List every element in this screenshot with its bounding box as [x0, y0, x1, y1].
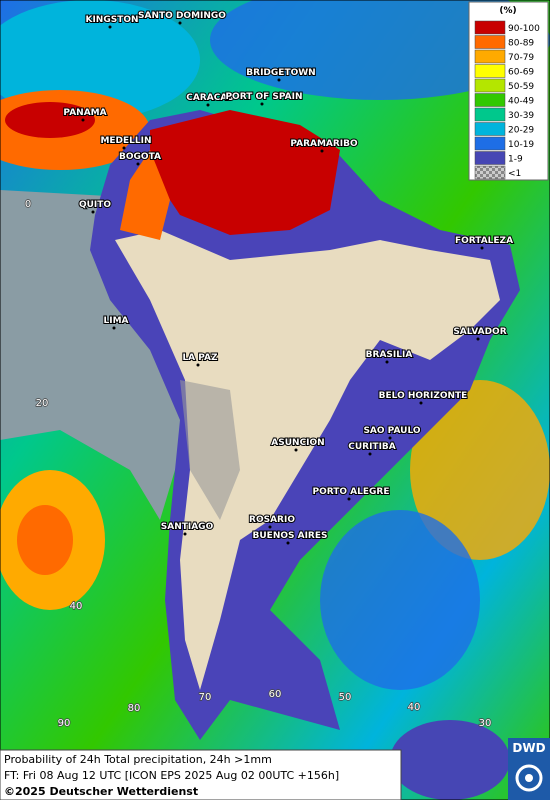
legend-label: 10-19 [508, 140, 534, 150]
city-label: PANAMA [63, 108, 106, 118]
city-dot [260, 102, 264, 106]
legend-swatch [474, 35, 506, 49]
caption-line: FT: Fri 08 Aug 12 UTC [ICON EPS 2025 Aug… [4, 769, 339, 782]
legend-swatch [474, 107, 506, 122]
grid-label: 60 [269, 689, 282, 700]
caption-line: ©2025 Deutscher Wetterdienst [4, 785, 198, 798]
city-dot [347, 497, 351, 501]
city-dot [385, 360, 389, 364]
city-dot [320, 149, 324, 153]
city-label: PORTO ALEGRE [312, 487, 389, 497]
city-label: KINGSTON [85, 15, 138, 25]
city-dot [136, 162, 140, 166]
city-label: QUITO [79, 200, 111, 210]
city-label: BUENOS AIRES [253, 531, 328, 541]
city-label: CARACAS [186, 93, 234, 103]
grid-label: 40 [70, 601, 83, 612]
legend-label: 1-9 [508, 155, 523, 165]
city-dot [294, 448, 298, 452]
legend-label: 80-89 [508, 39, 534, 49]
legend-swatch [474, 49, 506, 64]
grid-label: 40 [408, 702, 421, 713]
city-label: SANTO DOMINGO [138, 11, 226, 21]
city-dot [108, 25, 112, 29]
grid-label: 50 [339, 692, 352, 703]
grid-label: 20 [36, 398, 49, 409]
city-label: LA PAZ [182, 353, 218, 363]
city-dot [368, 452, 372, 456]
legend-swatch [474, 20, 506, 35]
city-label: ROSARIO [249, 515, 295, 525]
city-dot [206, 103, 210, 107]
legend-label: 50-59 [508, 82, 534, 92]
city-dot [196, 363, 200, 367]
city-labels: KINGSTON SANTO DOMINGOBRIDGETOWNCARACASPO… [62, 10, 514, 545]
legend-swatch [474, 78, 506, 93]
city-dot [419, 401, 423, 405]
city-dot [268, 525, 272, 529]
legend-label: 60-69 [508, 68, 534, 78]
city-label: SAO PAULO [363, 426, 420, 436]
logo-icon [525, 774, 533, 782]
city-dot [178, 21, 182, 25]
city-dot [388, 436, 392, 440]
city-dot [476, 337, 480, 341]
legend-label: 90-100 [508, 24, 540, 34]
logo-text: DWD [512, 741, 545, 755]
legend-swatch [474, 165, 506, 180]
city-label: PORT OF SPAIN [225, 92, 302, 102]
logo-icon [515, 764, 543, 792]
city-label: FORTALEZA [455, 236, 513, 246]
legend-swatch [474, 93, 506, 107]
legend-label: 20-29 [508, 126, 534, 136]
grid-label: 0 [25, 199, 31, 210]
city-label: MEDELLIN [100, 136, 151, 146]
caption-line: Probability of 24h Total precipitation, … [4, 753, 272, 766]
legend-swatch [474, 136, 506, 151]
logo: DWD [508, 738, 550, 800]
city-label: ASUNCION [271, 438, 324, 448]
legend-label: 30-39 [508, 111, 534, 121]
legend-swatch [474, 151, 506, 165]
legend-label: 70-79 [508, 53, 534, 63]
grid-label: 70 [199, 692, 212, 703]
city-dot [480, 246, 484, 250]
legend-swatch [474, 122, 506, 136]
city-dot [286, 541, 290, 545]
city-dot [81, 118, 85, 122]
city-dot [277, 78, 281, 82]
city-label: CURITIBA [348, 442, 396, 452]
grid-label: 30 [479, 718, 492, 729]
city-label: BELO HORIZONTE [379, 391, 468, 401]
caption: Probability of 24h Total precipitation, … [0, 749, 402, 800]
city-label: BRIDGETOWN [246, 68, 315, 78]
city-label: BOGOTA [119, 152, 161, 162]
city-dot [122, 146, 126, 150]
legend-label: 40-49 [508, 97, 534, 107]
grid-label: 90 [58, 718, 71, 729]
grid-labels: 0 20 40 90 80 70 60 50 40 30 [24, 198, 492, 730]
city-dot [183, 532, 187, 536]
legend-title: (%) [499, 6, 516, 16]
legend-swatch [474, 64, 506, 78]
city-label: LIMA [103, 316, 128, 326]
city-label: SALVADOR [453, 327, 506, 337]
city-dot [91, 210, 95, 214]
legend-label: <1 [508, 169, 521, 179]
city-dot [112, 326, 116, 330]
grid-label: 80 [128, 703, 141, 714]
caption-box [0, 749, 402, 800]
legend: (%) 90-100 80-89 70-79 60-69 50-59 40-49 30-39… [468, 1, 549, 181]
city-label: SANTIAGO [161, 522, 214, 532]
city-label: BRASILIA [366, 350, 413, 360]
city-label: PARAMARIBO [290, 139, 358, 149]
